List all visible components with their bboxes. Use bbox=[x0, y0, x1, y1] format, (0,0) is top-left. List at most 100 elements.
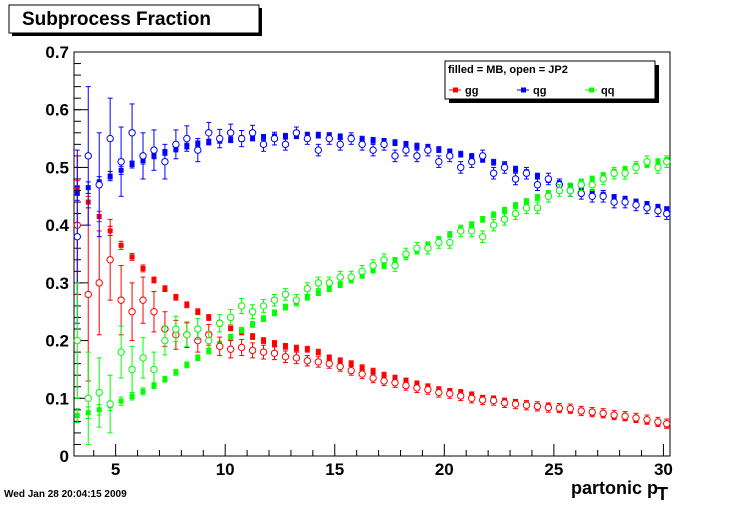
data-point-filled bbox=[469, 222, 475, 228]
data-point-open bbox=[336, 273, 344, 281]
chart-title: Subprocess Fraction bbox=[22, 9, 211, 30]
series-gg-JP2 bbox=[73, 155, 671, 429]
data-point-filled bbox=[480, 216, 486, 222]
data-point-open bbox=[446, 238, 454, 247]
legend-entry-gg: gg bbox=[449, 85, 478, 97]
data-point-open bbox=[380, 377, 388, 385]
data-point-open bbox=[500, 215, 509, 224]
data-point-filled bbox=[228, 334, 234, 340]
data-point-open bbox=[413, 152, 421, 160]
data-point-open bbox=[457, 227, 465, 235]
data-point-open bbox=[216, 134, 224, 143]
data-point-open bbox=[654, 418, 662, 426]
data-point-open bbox=[172, 140, 180, 149]
data-point-open bbox=[643, 415, 651, 424]
data-point-filled bbox=[348, 361, 354, 367]
data-point-open bbox=[599, 192, 607, 200]
data-point-open bbox=[117, 296, 125, 304]
data-point-open bbox=[489, 396, 498, 405]
x-tick-label: 30 bbox=[654, 460, 673, 479]
data-point-open bbox=[391, 261, 399, 270]
data-point-open bbox=[150, 146, 158, 154]
data-point-open bbox=[281, 353, 290, 361]
x-tick-label: 15 bbox=[325, 460, 344, 479]
data-point-open bbox=[577, 407, 585, 415]
data-point-open bbox=[610, 169, 618, 177]
data-point-open bbox=[281, 140, 290, 149]
x-axis-label: partonic p T bbox=[571, 478, 668, 504]
data-point-open bbox=[347, 134, 355, 143]
data-point-open bbox=[336, 140, 344, 149]
data-point-open bbox=[95, 388, 103, 397]
data-point-open bbox=[128, 129, 136, 137]
data-point-open bbox=[194, 325, 202, 333]
data-point-open bbox=[226, 345, 235, 353]
data-point-filled bbox=[304, 294, 310, 300]
data-point-filled bbox=[315, 349, 321, 355]
data-point-open bbox=[577, 189, 585, 198]
data-point-open bbox=[467, 394, 476, 402]
data-point-open bbox=[248, 346, 257, 355]
y-tick-label: 0.6 bbox=[45, 101, 69, 120]
data-point-filled bbox=[118, 242, 124, 248]
data-point-filled bbox=[370, 368, 376, 374]
data-point-open bbox=[303, 284, 312, 293]
data-point-filled bbox=[250, 321, 256, 327]
data-point-open bbox=[205, 336, 213, 345]
data-point-filled bbox=[370, 137, 376, 143]
data-point-filled bbox=[534, 194, 540, 200]
data-point-open bbox=[544, 175, 553, 183]
data-point-open bbox=[588, 181, 596, 189]
data-point-open bbox=[467, 157, 476, 166]
data-point-open bbox=[643, 157, 651, 166]
data-point-open bbox=[599, 409, 607, 417]
data-point-open bbox=[413, 244, 421, 252]
data-point-open bbox=[566, 404, 575, 413]
data-point-open bbox=[95, 181, 103, 189]
data-point-open bbox=[577, 181, 585, 189]
data-point-open bbox=[500, 163, 509, 172]
data-point-open bbox=[183, 331, 191, 339]
data-point-open bbox=[511, 175, 520, 183]
data-point-open bbox=[511, 400, 520, 408]
data-point-open bbox=[259, 348, 268, 356]
data-point-open bbox=[292, 296, 301, 304]
data-point-open bbox=[654, 163, 662, 172]
data-point-open bbox=[621, 169, 629, 177]
data-point-open bbox=[489, 169, 498, 177]
data-point-open bbox=[248, 308, 257, 316]
data-point-open bbox=[632, 414, 640, 422]
data-point-open bbox=[128, 308, 136, 316]
y-tick-label: 0.1 bbox=[45, 389, 69, 408]
data-point-filled bbox=[162, 376, 168, 382]
data-point-open bbox=[73, 232, 81, 241]
legend-header: filled = MB, open = JP2 bbox=[448, 64, 568, 76]
data-point-filled bbox=[206, 314, 212, 320]
y-tick-label: 0.5 bbox=[45, 158, 69, 177]
legend-entry-qg: qg bbox=[517, 85, 546, 97]
series-qg-JP2 bbox=[73, 86, 671, 324]
data-point-open bbox=[347, 366, 355, 375]
legend-label: gg bbox=[465, 85, 478, 97]
y-tick-label: 0.4 bbox=[45, 216, 69, 235]
data-point-open bbox=[566, 186, 575, 195]
data-point-filled bbox=[140, 388, 146, 394]
data-point-filled bbox=[513, 203, 519, 209]
data-point-open bbox=[610, 411, 618, 419]
data-point-open bbox=[380, 140, 388, 149]
data-point-open bbox=[314, 358, 323, 366]
data-point-filled bbox=[337, 282, 343, 288]
data-point-open bbox=[424, 146, 432, 154]
data-point-filled bbox=[436, 147, 442, 153]
data-point-open bbox=[347, 273, 355, 281]
data-point-open bbox=[216, 319, 224, 327]
data-point-open bbox=[588, 192, 596, 200]
data-point-open bbox=[150, 365, 158, 374]
legend-entry-qq: qq bbox=[585, 85, 614, 97]
data-point-open bbox=[106, 134, 114, 143]
data-point-filled bbox=[129, 162, 135, 168]
data-point-open bbox=[588, 408, 596, 416]
data-point-open bbox=[303, 357, 312, 365]
data-point-open bbox=[435, 238, 443, 247]
data-point-open bbox=[621, 412, 629, 420]
